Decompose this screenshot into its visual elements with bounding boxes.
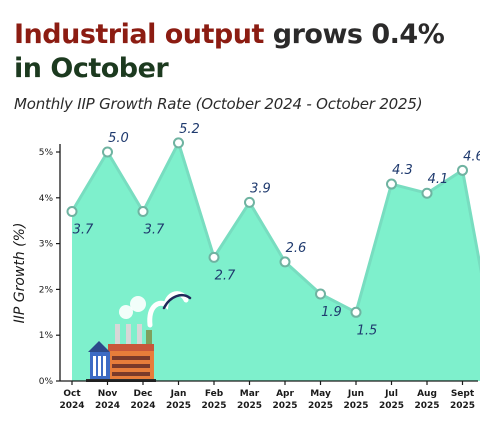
x-tick-label-month: Dec: [134, 389, 153, 399]
x-tick-label-year: 2025: [237, 401, 262, 411]
factory-icon: [86, 291, 192, 382]
x-tick-label-month: Oct: [63, 389, 81, 399]
x-tick-label-year: 2024: [95, 401, 120, 411]
data-point: [66, 206, 78, 218]
y-tick-label: 5%: [39, 148, 54, 158]
x-tick-label-year: 2025: [414, 401, 439, 411]
y-tick-label: 4%: [39, 194, 54, 204]
y-tick-label: 2%: [39, 285, 54, 295]
x-tick-label-month: Mar: [240, 389, 260, 399]
chart-marks: 3.7 5.0 3.7 5.2 2.7 3.9 2.6 1.9 1.5 4.3 4.1 4.6: [66, 122, 480, 338]
headline-part3: in October: [14, 53, 169, 84]
y-tick-label: 1%: [39, 331, 54, 341]
x-tick-label-year: 2025: [308, 401, 333, 411]
data-label: 2.6: [286, 241, 307, 256]
x-tick-label-month: May: [310, 389, 331, 399]
data-label: 5.0: [108, 131, 129, 146]
x-tick-label-year: 2024: [130, 401, 155, 411]
x-tick-label-month: Jan: [170, 389, 187, 399]
x-tick-label-month: Nov: [98, 389, 118, 399]
data-label: 3.7: [73, 223, 94, 238]
x-tick-label-month: Apr: [276, 389, 294, 399]
x-tick-label-year: 2025: [201, 401, 226, 411]
x-tick-label-year: 2025: [343, 401, 368, 411]
data-point: [386, 178, 397, 190]
x-tick-label-month: Sept: [451, 389, 475, 399]
x-tick-label-month: Aug: [417, 389, 437, 399]
y-tick-label: 0%: [39, 377, 54, 387]
data-label: 4.6: [463, 149, 480, 164]
data-label: 3.9: [250, 181, 271, 196]
data-point: [457, 164, 468, 176]
x-tick-label-year: 2025: [272, 401, 297, 411]
chart-title: Monthly IIP Growth Rate (October 2024 - …: [14, 95, 423, 113]
headline-part1: Industrial output: [14, 19, 264, 50]
data-point: [208, 251, 220, 263]
data-label: 4.3: [392, 163, 413, 178]
data-point: [137, 206, 149, 218]
axes: 0% 1% 2% 3% 4% 5% Oct 2024 Nov 2024 Dec 2024 Jan 2025…: [39, 144, 478, 411]
data-point: [173, 137, 184, 149]
x-tick-label-year: 2024: [59, 401, 84, 411]
data-point: [279, 256, 291, 268]
headline: Industrial output grows 0.4% in October: [14, 18, 445, 86]
data-label: 2.7: [215, 268, 236, 283]
data-label: 1.9: [321, 305, 342, 320]
x-tick-label-year: 2025: [450, 401, 475, 411]
data-point: [421, 187, 433, 199]
data-label: 3.7: [144, 223, 165, 238]
data-label: 5.2: [179, 122, 200, 137]
x-tick-label-year: 2025: [379, 401, 404, 411]
x-tick-label-month: Feb: [205, 389, 224, 399]
x-tick-label-year: 2025: [166, 401, 191, 411]
y-tick-label: 3%: [39, 240, 54, 250]
area-fill: [72, 142, 480, 381]
y-axis-label: IIP Growth (%): [12, 223, 28, 324]
data-point: [102, 146, 113, 158]
data-label: 4.1: [428, 172, 449, 187]
data-point: [244, 196, 255, 208]
data-point: [350, 306, 362, 318]
data-point: [315, 288, 326, 300]
data-label: 1.5: [357, 323, 378, 338]
x-tick-label-month: Jun: [347, 389, 364, 399]
area-layer: [72, 142, 480, 381]
headline-part2: grows 0.4%: [263, 19, 445, 50]
x-tick-label-month: Jul: [384, 389, 398, 399]
